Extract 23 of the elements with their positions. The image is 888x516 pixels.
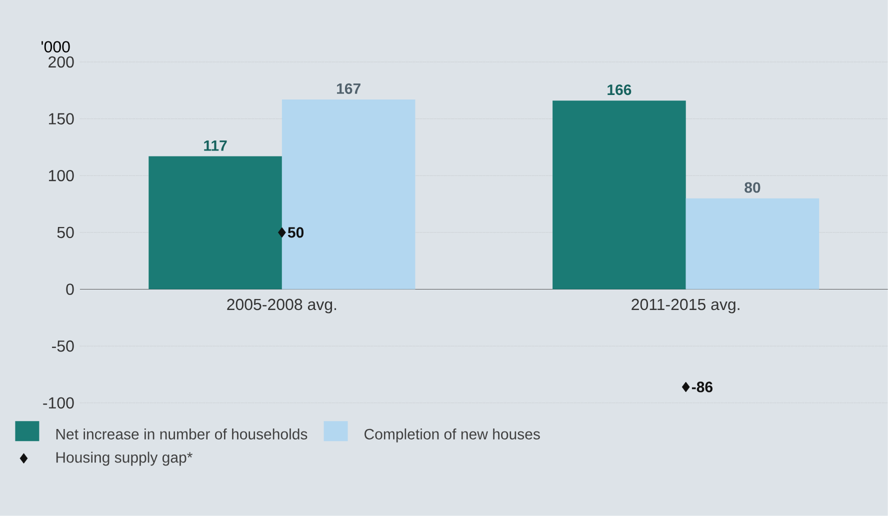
y-tick-label: 50: [57, 226, 74, 238]
x-tick-label: 2005-2008 avg.: [227, 298, 336, 314]
y-tick-label: 100: [48, 170, 74, 182]
data-label: -86: [692, 382, 713, 392]
legend-label: Net increase in number of households: [56, 428, 308, 440]
y-tick-label: -100: [43, 397, 74, 409]
y-tick-label: 200: [48, 56, 74, 68]
data-label: 167: [337, 83, 360, 94]
bar: [148, 156, 282, 290]
data-label: 117: [204, 140, 227, 151]
y-tick-label: 0: [66, 284, 74, 295]
bar: [686, 198, 820, 290]
data-label: 80: [744, 182, 760, 193]
legend-label: Housing supply gap*: [56, 452, 192, 466]
y-tick-label: -50: [52, 340, 74, 352]
data-label: 166: [608, 84, 632, 96]
data-label: 50: [288, 227, 304, 238]
y-axis-title: '000: [42, 41, 70, 53]
bar: [552, 100, 686, 290]
bar: [282, 100, 416, 290]
y-tick-label: 150: [48, 113, 74, 125]
legend-label: Completion of new houses: [364, 428, 540, 442]
x-tick-label: 2011-2015 avg.: [632, 298, 740, 314]
